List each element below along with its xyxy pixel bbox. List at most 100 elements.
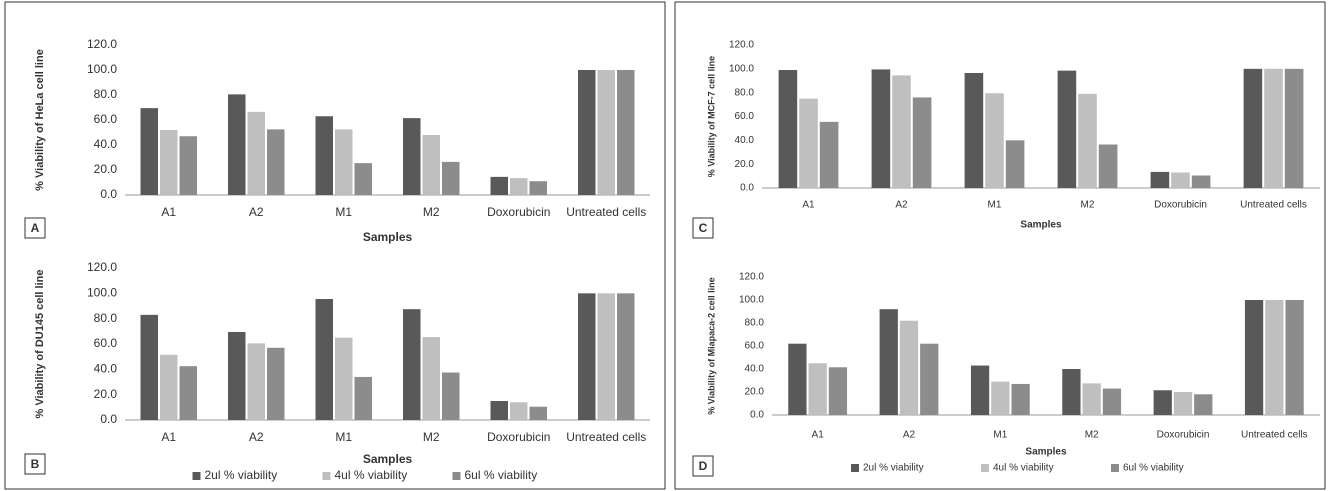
- legend-swatch: [192, 472, 201, 480]
- y-tick-label: 40.0: [735, 135, 755, 146]
- y-tick-label: 100.0: [729, 63, 754, 74]
- bar: [179, 136, 197, 195]
- y-axis-label: % Viability of HeLa cell line: [34, 49, 46, 191]
- bar: [140, 108, 158, 195]
- y-tick-label: 120.0: [729, 40, 754, 51]
- y-tick-label: 0.0: [740, 183, 754, 194]
- y-tick-label: 80.0: [735, 87, 755, 98]
- y-tick-label: 80.0: [94, 87, 118, 101]
- x-tick-label: A2: [895, 200, 908, 211]
- y-tick-label: 20.0: [94, 162, 118, 176]
- left-border: [4, 1, 666, 490]
- x-tick-label: Doxorubicin: [487, 205, 550, 219]
- bar: [1173, 392, 1193, 415]
- bar: [578, 70, 596, 195]
- bar: [422, 135, 440, 195]
- bar: [899, 320, 919, 415]
- y-tick-label: 120.0: [87, 37, 117, 51]
- x-tick-label: Untreated cells: [566, 205, 646, 219]
- y-axis-label: % Viability of DU145 cell line: [34, 270, 46, 419]
- bar: [403, 309, 421, 420]
- bar: [892, 75, 911, 188]
- y-axis-label: % Viability of Miapaca-2 cell line: [706, 277, 716, 414]
- bar: [871, 69, 891, 188]
- y-tick-label: 40.0: [94, 137, 118, 151]
- bar: [422, 337, 440, 420]
- bar: [1243, 68, 1263, 188]
- right-border: [674, 1, 1326, 490]
- y-tick-label: 60.0: [94, 112, 118, 126]
- bar: [879, 309, 898, 415]
- y-tick-label: 80.0: [745, 318, 765, 329]
- panel-label-box: [692, 455, 714, 477]
- x-axis-label: Samples: [363, 230, 413, 244]
- panel-label: B: [31, 457, 40, 471]
- bar: [964, 73, 984, 188]
- bar: [1264, 68, 1283, 188]
- x-tick-label: M2: [1081, 200, 1095, 211]
- y-tick-label: 120.0: [739, 272, 764, 283]
- bar: [354, 376, 372, 420]
- y-tick-label: 100.0: [87, 286, 117, 300]
- x-axis-label: Samples: [1020, 220, 1062, 231]
- bar: [335, 129, 353, 195]
- y-tick-label: 40.0: [94, 362, 118, 376]
- y-tick-label: 60.0: [94, 336, 118, 350]
- bar: [510, 178, 528, 195]
- bar: [529, 406, 547, 420]
- bar: [267, 347, 285, 420]
- x-tick-label: M1: [993, 430, 1007, 441]
- bar: [228, 331, 246, 420]
- bar: [1194, 394, 1213, 415]
- bar: [788, 343, 807, 415]
- y-tick-label: 0.0: [100, 412, 117, 426]
- bar: [335, 337, 353, 420]
- bar: [354, 163, 372, 195]
- bar: [403, 118, 421, 195]
- x-tick-label: M1: [335, 430, 352, 444]
- x-tick-label: A1: [161, 430, 176, 444]
- legend-label: 6ul % viability: [1123, 463, 1184, 474]
- bar: [1082, 383, 1101, 415]
- y-tick-label: 0.0: [100, 187, 117, 201]
- bar: [160, 130, 178, 195]
- y-tick-label: 20.0: [745, 387, 765, 398]
- x-tick-label: Untreated cells: [1240, 200, 1307, 211]
- bar: [247, 111, 265, 195]
- legend-swatch: [1111, 464, 1119, 472]
- x-tick-label: M1: [335, 205, 352, 219]
- bar: [912, 97, 932, 188]
- legend-label: 6ul % viability: [465, 468, 538, 482]
- bar: [442, 372, 460, 420]
- x-tick-label: Doxorubicin: [1154, 200, 1207, 211]
- x-tick-label: Untreated cells: [566, 430, 646, 444]
- bar: [617, 70, 635, 195]
- y-tick-label: 20.0: [94, 387, 118, 401]
- panel-label: C: [699, 221, 708, 235]
- panel-label: A: [31, 221, 40, 235]
- legend-swatch: [851, 464, 859, 472]
- bar: [179, 366, 197, 420]
- bar: [1098, 144, 1118, 188]
- bar: [490, 401, 508, 420]
- bar: [1284, 68, 1304, 188]
- bar: [510, 402, 528, 420]
- x-axis-label: Samples: [1025, 447, 1067, 458]
- bar: [970, 365, 990, 415]
- y-tick-label: 100.0: [87, 62, 117, 76]
- x-tick-label: A2: [249, 205, 264, 219]
- x-tick-label: M2: [423, 205, 440, 219]
- legend-swatch: [322, 472, 331, 480]
- x-tick-label: Doxorubicin: [487, 430, 550, 444]
- bar: [1153, 390, 1172, 415]
- x-axis-label: Samples: [363, 452, 413, 466]
- bar: [920, 343, 939, 415]
- bar: [1102, 388, 1122, 415]
- bar: [1057, 70, 1077, 188]
- bar: [799, 98, 818, 188]
- bar: [228, 94, 246, 195]
- x-tick-label: A1: [802, 200, 815, 211]
- y-tick-label: 0.0: [750, 410, 764, 421]
- bar: [267, 129, 285, 195]
- bar: [1011, 383, 1030, 415]
